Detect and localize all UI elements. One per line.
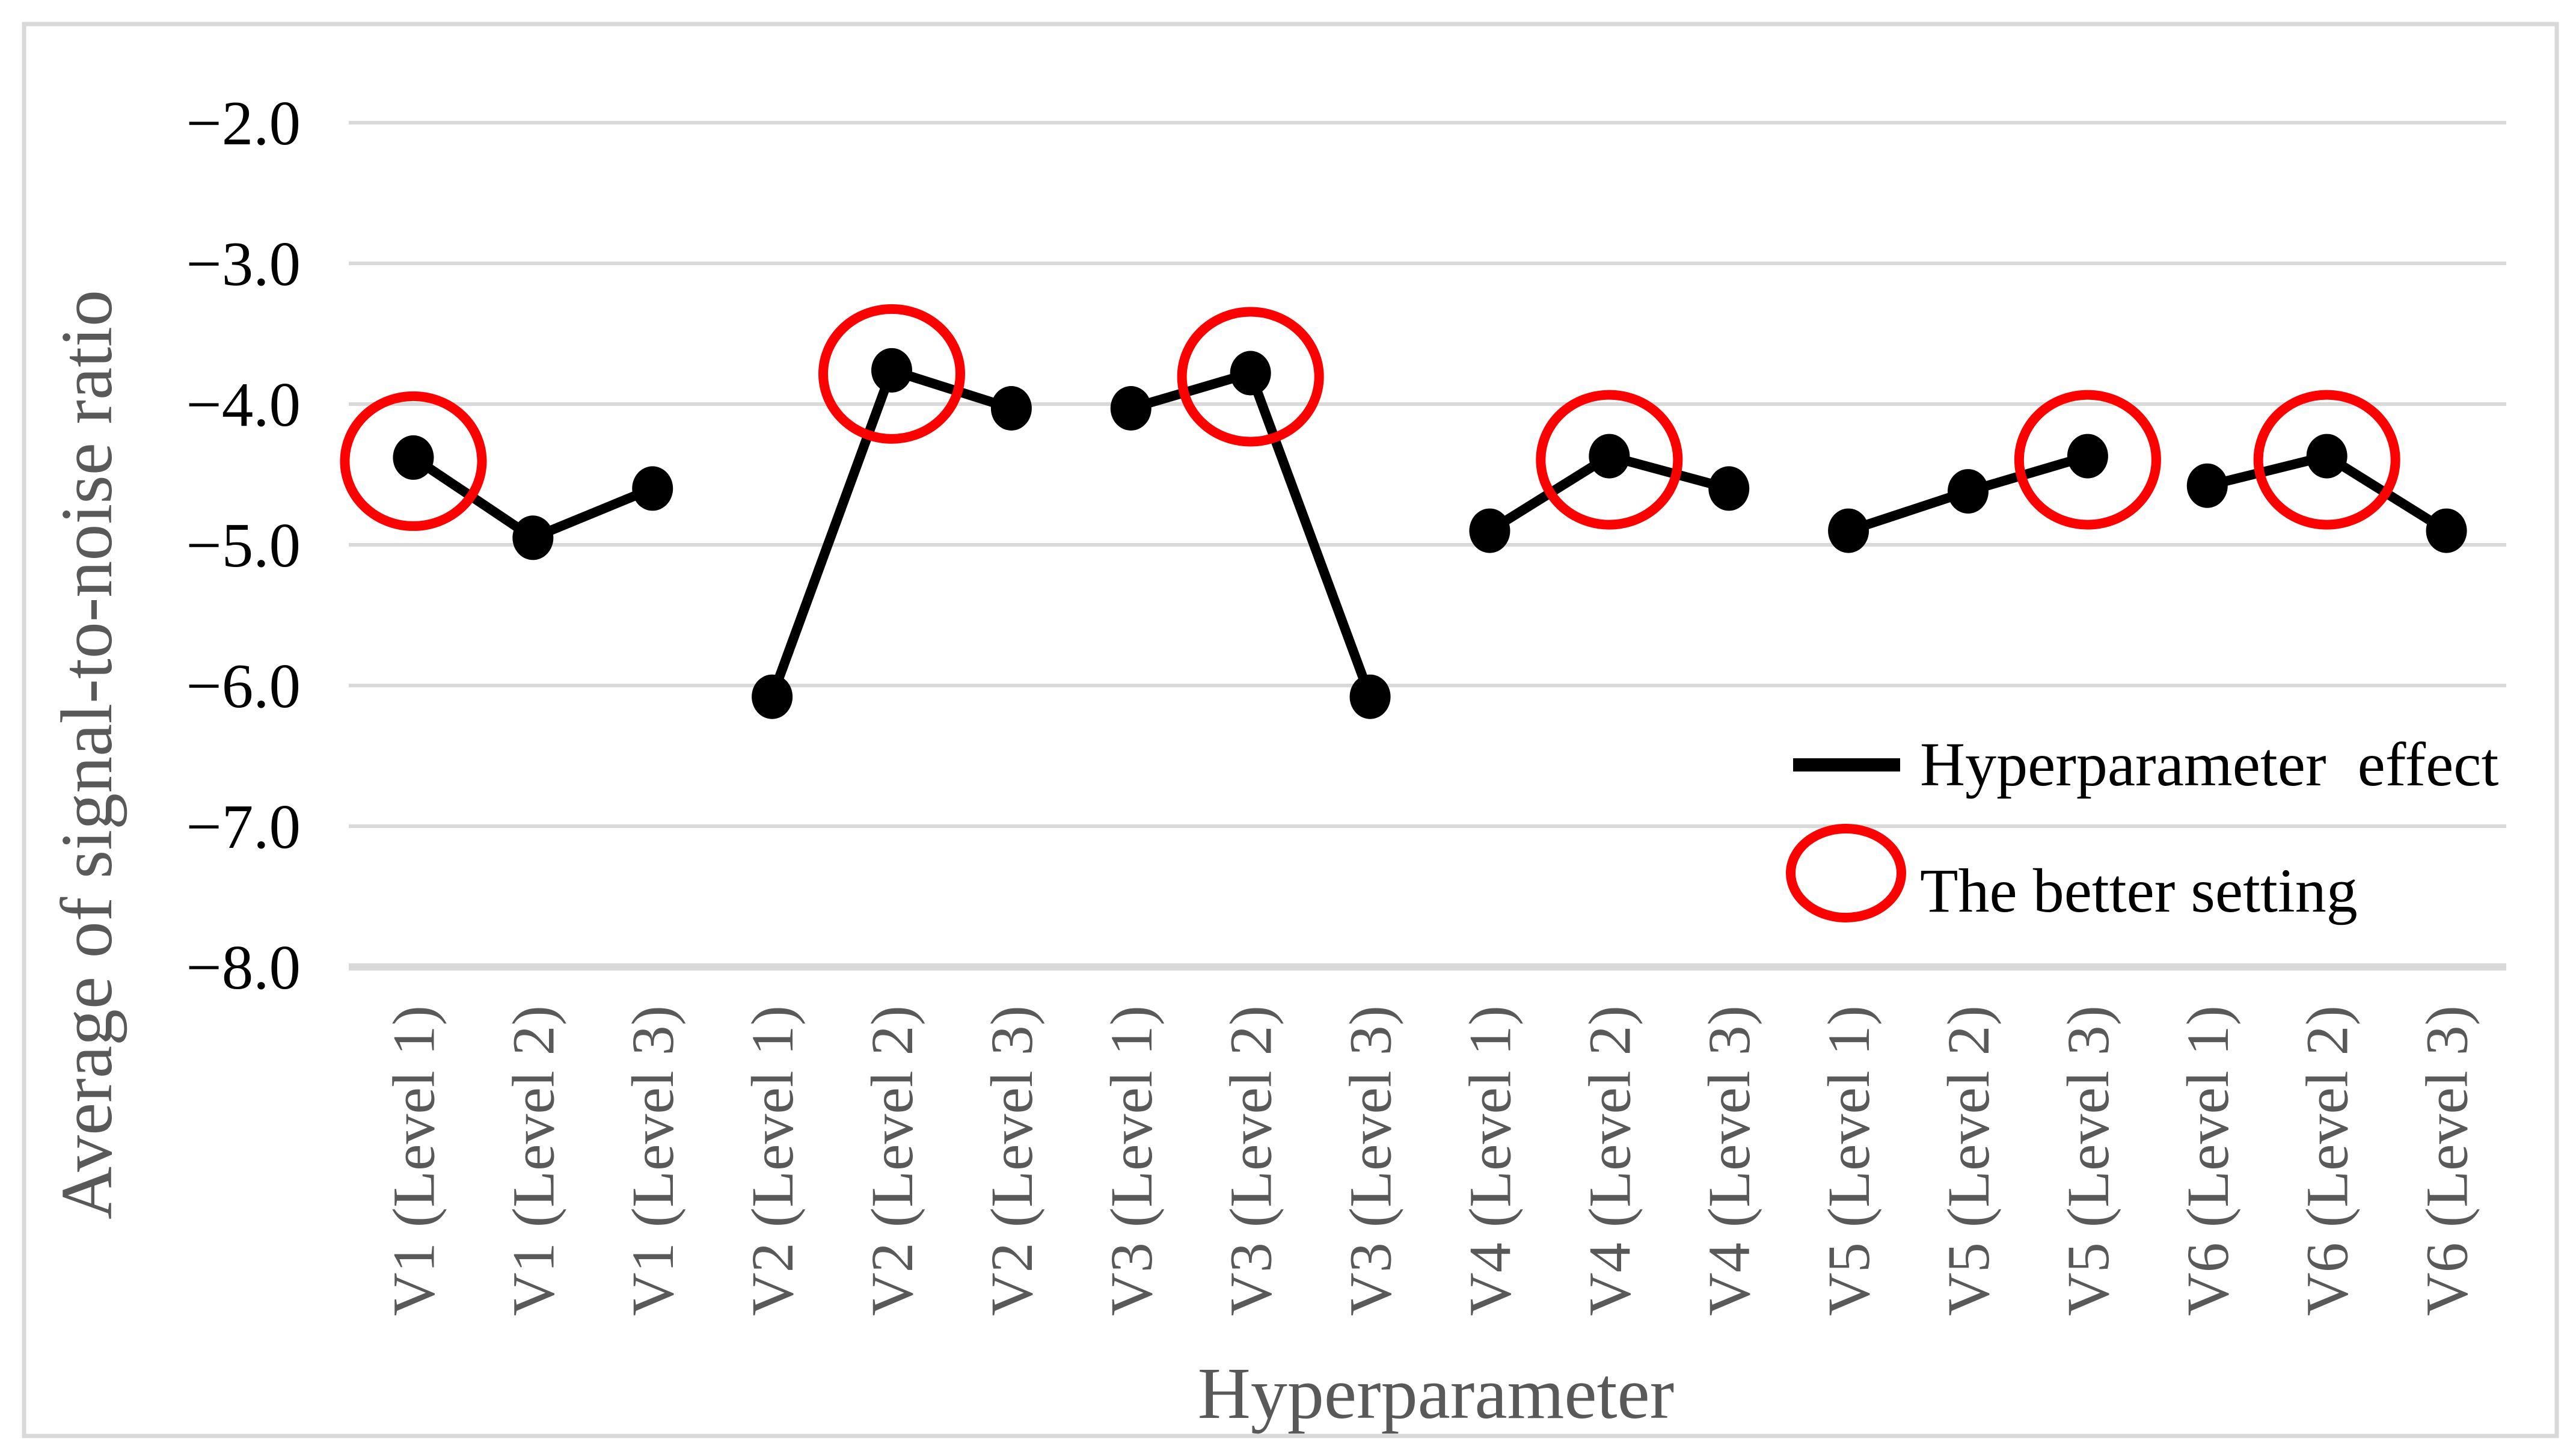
better-setting-circle-v6: [2253, 390, 2400, 530]
x-category-labels-group: V1 (Level 1) V1 (Level 2) V1 (Level 3) V2 (…: [380, 1005, 2480, 1316]
y-tick-label--5: −5.0: [186, 510, 301, 580]
x-axis-title: Hyperparameter: [1198, 1353, 1675, 1434]
data-point-v2-level1: [752, 674, 793, 719]
y-tick-label--7: −7.0: [186, 791, 301, 862]
series-group: [393, 348, 2467, 719]
data-point-v6-level2: [2306, 434, 2348, 479]
data-point-v4-level2: [1589, 434, 1630, 479]
figure-border: [22, 22, 2559, 1438]
legend-label-hyperparameter-effect: Hyperparameter effect: [1920, 730, 2498, 799]
better-setting-circle-v5: [2014, 390, 2161, 530]
data-point-v3-level1: [1110, 386, 1152, 431]
y-tick-label--3: −3.0: [186, 229, 301, 299]
category-label-v4-level-2-: V4 (Level 2): [1576, 1005, 1643, 1316]
data-point-v4-level1: [1469, 508, 1510, 553]
legend-red-circle-icon: [1786, 824, 1906, 922]
category-label-v2-level-3-: V2 (Level 3): [978, 1005, 1045, 1316]
data-point-v3-level3: [1349, 674, 1391, 719]
category-label-v2-level-2-: V2 (Level 2): [859, 1005, 925, 1316]
category-label-v4-level-3-: V4 (Level 3): [1696, 1005, 1762, 1316]
y-tick-label--8: −8.0: [186, 932, 301, 1002]
category-label-v1-level-1-: V1 (Level 1): [380, 1005, 447, 1316]
legend-label-the-better-setting: The better setting: [1920, 856, 2358, 925]
series-line-v2: [767, 364, 1013, 699]
category-label-v6-level-3-: V6 (Level 3): [2414, 1005, 2480, 1316]
category-label-v5-level-2-: V5 (Level 2): [1935, 1005, 2002, 1316]
y-tick-label--2: −2.0: [186, 88, 301, 158]
category-label-v3-level-2-: V3 (Level 2): [1218, 1005, 1284, 1316]
category-label-v5-level-1-: V5 (Level 1): [1815, 1005, 1882, 1316]
better-setting-circles-group: [340, 304, 2400, 531]
data-point-v1-level2: [512, 515, 554, 560]
data-point-v3-level2: [1230, 351, 1271, 396]
category-label-v3-level-1-: V3 (Level 1): [1098, 1005, 1165, 1316]
data-point-v6-level1: [2186, 463, 2228, 508]
data-point-v5-level2: [1948, 469, 1989, 514]
gridlines-group: [349, 121, 2506, 971]
data-point-v5-level1: [1828, 508, 1869, 553]
data-point-v2-level3: [990, 386, 1032, 431]
y-tick-label--4: −4.0: [186, 369, 301, 440]
data-point-v2-level2: [871, 348, 912, 393]
data-point-v4-level3: [1708, 466, 1750, 511]
data-point-v1-level1: [393, 435, 434, 480]
legend: Hyperparameter effect The better setting: [1786, 730, 2498, 925]
category-label-v3-level-3-: V3 (Level 3): [1337, 1005, 1404, 1316]
category-label-v6-level-1-: V6 (Level 1): [2174, 1005, 2241, 1316]
category-label-v5-level-3-: V5 (Level 3): [2055, 1005, 2121, 1316]
y-axis-title: Average of signal-to-noise ratio: [46, 290, 127, 1219]
better-setting-circle-v4: [1536, 390, 1683, 530]
data-point-v5-level3: [2067, 434, 2108, 479]
category-label-v2-level-1-: V2 (Level 1): [739, 1005, 806, 1316]
data-point-v1-level3: [632, 466, 673, 511]
category-label-v4-level-1-: V4 (Level 1): [1456, 1005, 1523, 1316]
data-point-v6-level3: [2426, 508, 2467, 553]
category-label-v1-level-2-: V1 (Level 2): [500, 1005, 566, 1316]
category-label-v1-level-3-: V1 (Level 3): [619, 1005, 686, 1316]
better-setting-circle-v3: [1177, 307, 1324, 447]
y-tick-label--6: −6.0: [186, 651, 301, 721]
category-label-v6-level-2-: V6 (Level 2): [2294, 1005, 2361, 1316]
y-tick-labels-group: −2.0 −3.0 −4.0 −5.0 −6.0 −7.0 −8.0: [186, 88, 301, 1002]
better-setting-circle-v2: [818, 304, 965, 444]
better-setting-circle-v1: [340, 391, 487, 531]
series-line-v3: [1129, 367, 1375, 699]
